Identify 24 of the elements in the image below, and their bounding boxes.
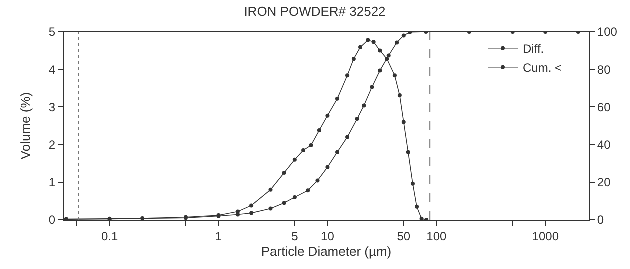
y-tick-label: 1 xyxy=(48,176,56,190)
x-axis-title: Particle Diameter (µm) xyxy=(261,244,392,259)
legend-label: Diff. xyxy=(523,42,544,56)
y-tick-label: 0 xyxy=(48,213,56,228)
x-tick-label: 10 xyxy=(321,229,335,244)
y-axis-title: Volume (%) xyxy=(18,92,33,160)
y-tick-label: 2 xyxy=(48,138,56,152)
y2-tick-label: 100 xyxy=(597,25,618,40)
x-tick-label: 1000 xyxy=(532,229,560,244)
y2-tick-label: 60 xyxy=(597,100,612,114)
x-tick-label: 5 xyxy=(292,229,299,244)
y-tick-label: 3 xyxy=(48,100,56,114)
x-tick-label: 0.1 xyxy=(101,229,118,244)
legend-label: Cum. < xyxy=(523,61,562,76)
y-tick-label: 4 xyxy=(48,62,56,77)
x-tick-label: 100 xyxy=(426,229,448,244)
y-tick-label: 5 xyxy=(48,25,56,40)
y2-tick-label: 0 xyxy=(597,213,604,228)
x-tick-label: 1 xyxy=(215,229,222,244)
y2-tick-label: 80 xyxy=(597,62,612,77)
x-tick-label: 50 xyxy=(397,229,411,244)
y2-tick-label: 40 xyxy=(597,138,612,152)
y2-tick-label: 20 xyxy=(597,176,612,190)
chart-title: IRON POWDER# 32522 xyxy=(244,4,386,19)
